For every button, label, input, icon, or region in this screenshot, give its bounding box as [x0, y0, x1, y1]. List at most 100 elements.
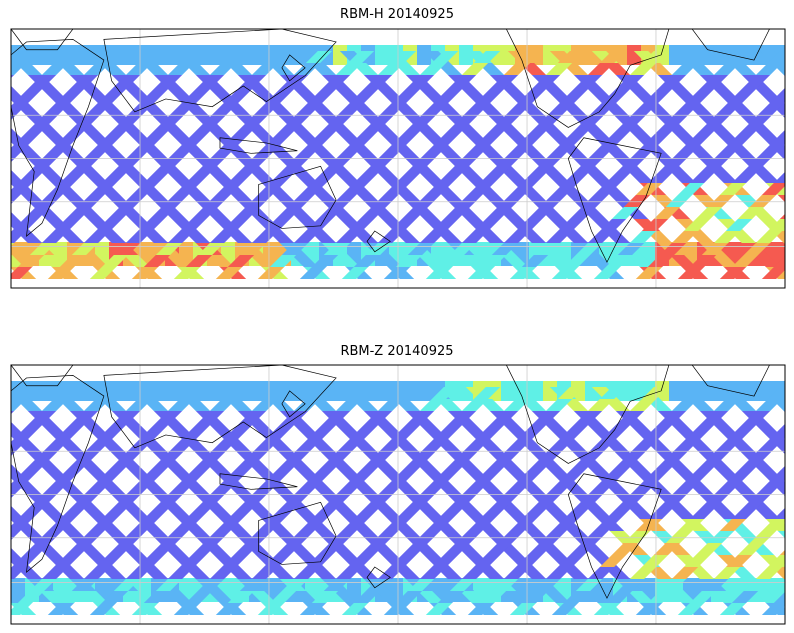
swath-segment	[365, 411, 393, 423]
swath-segment	[641, 135, 669, 147]
swath-segment	[11, 447, 21, 457]
swath-segment	[227, 255, 255, 267]
swath-segment	[353, 87, 381, 99]
swath-segment	[635, 603, 663, 615]
swath-segment	[521, 87, 549, 99]
swath-segment	[305, 471, 333, 483]
swath-segment	[29, 495, 57, 507]
swath-segment	[761, 519, 785, 531]
swath-segment	[521, 507, 549, 519]
swath-segment	[0, 207, 8, 219]
swath-segment	[731, 591, 759, 603]
swath-segment	[347, 387, 375, 399]
swath-segment	[563, 591, 591, 603]
swath-segment	[545, 231, 573, 243]
swath-segment	[473, 387, 501, 399]
swath-segment	[291, 381, 306, 401]
swath-segment	[23, 543, 51, 555]
swath-segment	[593, 183, 621, 195]
swath-segment	[755, 147, 783, 159]
swath-segment	[11, 99, 33, 111]
swath-segment	[425, 603, 453, 615]
swath-segment	[479, 87, 507, 99]
swath-segment	[317, 459, 345, 471]
swath-segment	[11, 75, 15, 79]
swath-segment	[749, 195, 777, 207]
swath-segment	[233, 207, 261, 219]
swath-segment	[587, 231, 615, 243]
swath-segment	[11, 169, 13, 171]
swath-segment	[39, 507, 67, 519]
swath-segment	[683, 471, 711, 483]
swath-segment	[89, 183, 117, 195]
swath-segment	[611, 543, 639, 555]
swath-segment	[281, 159, 309, 171]
swath-segment	[689, 171, 717, 183]
swath-segment	[683, 135, 711, 147]
swath-segment	[77, 531, 105, 543]
swath-segment	[341, 267, 369, 279]
swath-segment	[671, 63, 699, 75]
swath-segment	[221, 51, 249, 63]
swath-segment	[641, 219, 669, 231]
swath-segment	[113, 159, 141, 171]
swath-segment	[473, 219, 501, 231]
swath-segment	[725, 219, 753, 231]
swath-segment	[689, 507, 717, 519]
swath-segment	[461, 63, 489, 75]
swath-segment	[275, 459, 303, 471]
swath-segment	[395, 423, 423, 435]
swath-segment	[521, 171, 549, 183]
swath-segment	[581, 195, 609, 207]
swath-segment	[383, 267, 411, 279]
swath-segment	[543, 87, 571, 99]
swath-segment	[47, 267, 75, 279]
swath-segment	[0, 459, 8, 471]
swath-segment	[449, 75, 477, 87]
swath-segment	[65, 459, 93, 471]
swath-segment	[11, 159, 15, 163]
swath-segment	[383, 99, 411, 111]
swath-segment	[419, 63, 447, 75]
swath-segment	[455, 111, 483, 123]
swath-segment	[149, 207, 177, 219]
swath-segment	[317, 207, 345, 219]
swath-segment	[333, 591, 361, 603]
swath-segment	[293, 567, 321, 579]
swath-segment	[329, 195, 357, 207]
swath-segment	[165, 171, 193, 183]
swath-segment	[665, 111, 693, 123]
swath-segment	[786, 75, 794, 87]
swath-segment	[47, 435, 75, 447]
swath-segment	[545, 483, 573, 495]
swath-segment	[251, 399, 279, 411]
swath-segment	[389, 555, 417, 567]
swath-segment	[65, 123, 93, 135]
swath-segment	[143, 507, 171, 519]
swath-segment	[11, 435, 33, 447]
swath-segment	[305, 387, 333, 399]
gridlines-bottom	[11, 365, 785, 624]
swath-segment	[101, 591, 129, 603]
swath-segment	[17, 507, 45, 519]
swath-segment	[779, 465, 785, 471]
swath-segment	[725, 135, 753, 147]
swath-segment	[125, 483, 153, 495]
swath-segment	[323, 495, 351, 507]
swath-segment	[543, 591, 571, 603]
swath-segment	[131, 183, 159, 195]
swath-segment	[305, 135, 333, 147]
swath-segment	[599, 387, 627, 399]
swath-segment	[617, 579, 645, 591]
swath-segment	[311, 255, 339, 267]
map-frame-bottom	[10, 364, 786, 625]
swath-segment	[131, 435, 159, 447]
swath-segment	[161, 111, 189, 123]
swath-segment	[647, 507, 675, 519]
swath-segment	[753, 381, 768, 401]
swath-segment	[669, 255, 697, 267]
coastline-shape	[505, 365, 670, 464]
swath-segment	[479, 507, 507, 519]
swath-segment	[569, 459, 597, 471]
swath-segment	[353, 591, 381, 603]
